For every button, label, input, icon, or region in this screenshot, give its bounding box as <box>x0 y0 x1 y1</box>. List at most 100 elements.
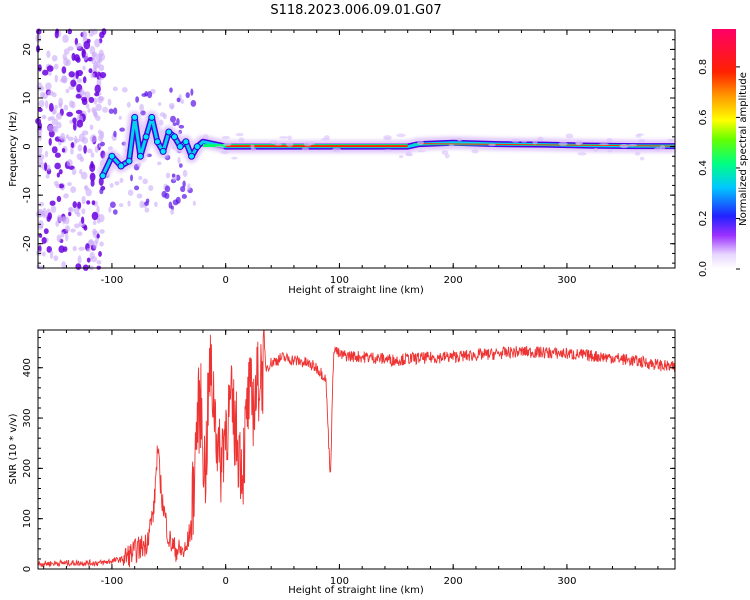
noise-speck <box>126 101 131 108</box>
spectrogram-frame <box>37 29 676 269</box>
noise-speck <box>42 69 49 76</box>
noise-speck <box>70 148 74 155</box>
noise-speck <box>50 205 57 214</box>
noise-speck <box>176 118 180 126</box>
colorbar-label: Normalized spectral amplitude <box>738 72 749 226</box>
sideband-speck <box>383 135 392 139</box>
noise-speck <box>82 30 87 40</box>
noise-speck <box>90 72 95 79</box>
sideband-speck <box>511 138 520 143</box>
noise-speck <box>70 186 77 193</box>
noise-speck <box>44 100 49 109</box>
noise-speck <box>84 91 91 99</box>
noise-speck <box>94 38 101 48</box>
noise-speck <box>144 207 150 213</box>
noise-speck <box>83 40 91 50</box>
sideband-speck <box>634 151 641 156</box>
sideband-speck <box>635 134 642 138</box>
noise-speck <box>65 232 69 242</box>
noise-speck <box>147 90 153 99</box>
noise-speck <box>82 65 86 71</box>
noise-speck <box>52 126 59 133</box>
noise-speck <box>66 111 73 117</box>
noise-speck <box>90 179 95 187</box>
x-tick-label: -100 <box>101 275 124 286</box>
snr-panel: -100 0 100 200 300 0 100 200 300 400 Height of s… <box>8 329 676 596</box>
snr-y-ticks: 0 100 200 300 400 <box>22 337 675 572</box>
noise-speck <box>121 87 128 93</box>
sideband-speck <box>279 136 289 139</box>
ridge-blob <box>188 152 196 160</box>
snr-x-ticks: -100 0 100 200 300 <box>43 330 659 587</box>
noise-speck <box>91 211 99 221</box>
noise-speck <box>99 241 104 247</box>
sideband-speck <box>231 156 238 160</box>
noise-speck <box>44 150 49 158</box>
sideband-speck <box>599 142 609 146</box>
noise-speck <box>75 70 79 80</box>
sideband-speck <box>577 152 587 156</box>
noise-speck <box>38 99 45 108</box>
noise-speck <box>96 205 100 215</box>
noise-speck <box>51 146 58 154</box>
noise-speck <box>135 96 140 103</box>
colorbar-gradient <box>712 29 736 269</box>
noise-speck <box>54 162 61 170</box>
noise-speck <box>99 132 105 140</box>
sideband-speck <box>638 139 646 143</box>
sideband-speck <box>606 138 613 143</box>
noise-speck <box>68 207 73 212</box>
noise-speck <box>84 184 88 190</box>
noise-speck <box>97 214 105 223</box>
noise-speck <box>92 240 98 249</box>
noise-speck <box>54 30 59 39</box>
sideband-speck <box>628 144 638 147</box>
ridge-blob <box>159 147 167 155</box>
noise-speck <box>79 88 85 97</box>
colorbar-tick-label: 0.0 <box>698 261 709 277</box>
sideband-speck <box>653 147 662 152</box>
snr-plot-area <box>37 329 676 568</box>
noise-speck <box>86 248 91 253</box>
noise-speck <box>96 233 100 239</box>
noise-speck <box>181 194 187 199</box>
noise-speck <box>58 169 63 175</box>
noise-speck <box>109 183 114 188</box>
noise-speck <box>141 93 147 97</box>
noise-speck <box>180 99 184 105</box>
noise-speck <box>76 119 84 128</box>
noise-speck <box>44 162 48 172</box>
noise-speck <box>158 102 162 106</box>
x-tick-label: 200 <box>444 576 463 587</box>
sideband-speck <box>331 147 342 153</box>
noise-speck <box>190 88 194 96</box>
noise-speck <box>46 50 51 58</box>
noise-speck <box>165 172 171 179</box>
noise-speck <box>95 103 102 112</box>
noise-speck <box>108 108 114 114</box>
noise-speck <box>62 246 68 252</box>
sideband-speck <box>301 147 309 151</box>
ridge-blob <box>153 138 161 146</box>
noise-speck <box>46 246 53 253</box>
chart-title: S118.2023.006.09.01.G07 <box>270 3 441 18</box>
noise-speck <box>67 136 74 141</box>
noise-speck <box>81 195 86 205</box>
noise-speck <box>99 31 105 39</box>
noise-speck <box>61 261 67 270</box>
ridge-blob <box>182 138 190 146</box>
sideband-speck <box>575 140 584 145</box>
sideband-speck <box>521 140 528 143</box>
sideband-speck <box>303 142 312 147</box>
noise-speck <box>85 103 90 109</box>
noise-speck <box>87 108 91 113</box>
noise-speck <box>98 251 102 257</box>
sideband-speck <box>214 145 225 150</box>
ridge-blob <box>99 172 107 180</box>
noise-speck <box>91 106 96 114</box>
noise-speck <box>179 163 183 168</box>
x-tick-label: 200 <box>444 275 463 286</box>
colorbar-tick-label: 0.8 <box>698 59 709 75</box>
x-tick-label: -100 <box>101 576 124 587</box>
noise-speck <box>176 97 181 103</box>
